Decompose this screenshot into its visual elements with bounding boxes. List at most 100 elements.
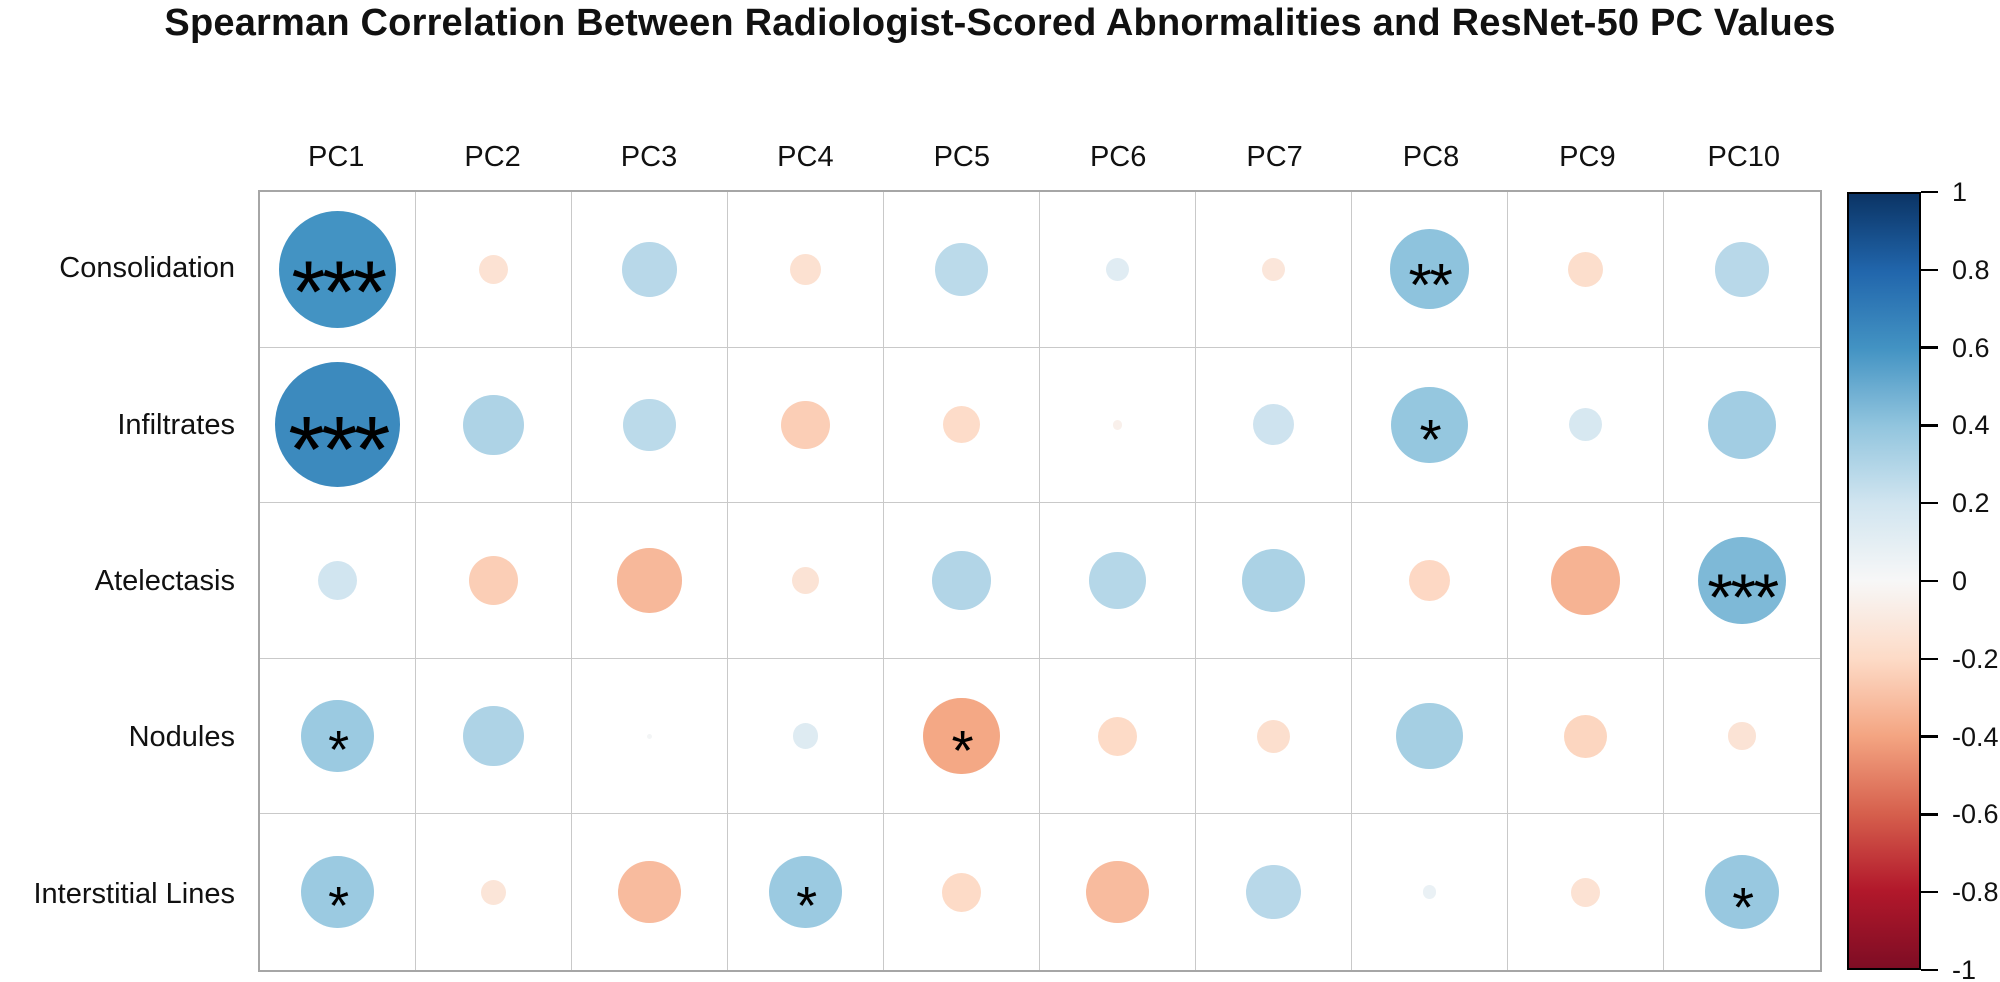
correlation-cell xyxy=(1508,192,1664,348)
correlation-bubble xyxy=(1396,702,1463,770)
column-header-pc10: PC10 xyxy=(1707,141,1781,173)
correlation-cell xyxy=(1196,192,1352,348)
correlation-cell xyxy=(416,347,572,504)
correlation-bubble xyxy=(781,400,830,450)
correlation-cell xyxy=(1508,814,1664,970)
correlation-bubble xyxy=(1551,546,1620,615)
significance-stars: * xyxy=(796,876,817,937)
row-label-interstitial-lines: Interstitial Lines xyxy=(33,877,236,910)
correlation-bubble: ** xyxy=(1389,229,1470,318)
colorbar-tick-label: -0.8 xyxy=(1952,877,1999,908)
colorbar-tick-mark xyxy=(1921,890,1938,894)
correlation-cell xyxy=(1196,347,1352,504)
significance-stars: * xyxy=(328,720,349,781)
row-label-infiltrates: Infiltrates xyxy=(117,408,235,441)
column-header-pc2: PC2 xyxy=(464,141,521,173)
correlation-bubble xyxy=(1570,877,1601,907)
correlation-bubble xyxy=(942,872,981,912)
colorbar-tick-label: 0.4 xyxy=(1952,410,1990,441)
correlation-cell xyxy=(1040,192,1196,348)
correlation-cell xyxy=(1040,814,1196,970)
correlation-bubble: * xyxy=(923,698,1000,783)
correlation-cell: * xyxy=(260,658,416,815)
correlation-bubble xyxy=(623,398,676,452)
colorbar-tick-label: 0.8 xyxy=(1952,254,1990,285)
correlation-cell xyxy=(1196,814,1352,970)
row-label-consolidation: Consolidation xyxy=(59,252,235,285)
colorbar-tick-label: 0.6 xyxy=(1952,332,1990,363)
correlation-bubble: * xyxy=(769,856,842,936)
correlation-bubble xyxy=(791,566,820,595)
correlation-cell: * xyxy=(884,658,1040,815)
correlation-cell xyxy=(1508,347,1664,504)
correlation-cell xyxy=(1508,658,1664,815)
correlation-cell xyxy=(728,192,884,348)
correlation-cell xyxy=(1664,659,1820,815)
significance-stars: * xyxy=(951,718,974,783)
correlation-cell xyxy=(572,347,728,504)
correlation-cell: * xyxy=(1352,347,1508,504)
correlation-bubble: * xyxy=(301,700,374,780)
correlation-cell xyxy=(1196,503,1352,659)
correlation-bubble xyxy=(1112,420,1123,430)
correlation-bubble xyxy=(792,723,819,749)
colorbar-tick-mark xyxy=(1921,424,1938,427)
correlation-bubble xyxy=(1564,714,1607,758)
correlation-cell: ** xyxy=(1352,192,1508,348)
correlation-bubble: * xyxy=(301,856,374,936)
colorbar-tick-label: -0.4 xyxy=(1952,721,1999,752)
correlation-cell xyxy=(1040,347,1196,504)
correlation-cell: * xyxy=(728,814,884,970)
significance-stars: ** xyxy=(1408,251,1453,319)
correlation-cell xyxy=(416,192,572,348)
correlation-cell xyxy=(416,503,572,659)
correlation-cell xyxy=(884,192,1040,348)
correlation-bubble: * xyxy=(1704,855,1780,938)
column-header-pc7: PC7 xyxy=(1246,141,1303,173)
colorbar-tick-mark xyxy=(1921,501,1938,505)
correlation-cell xyxy=(572,814,728,970)
colorbar-tick-mark xyxy=(1921,657,1938,661)
correlation-bubble xyxy=(1089,552,1146,609)
correlation-bubble xyxy=(942,406,981,444)
significance-stars: *** xyxy=(288,396,390,502)
correlation-bubble xyxy=(478,254,509,284)
column-header-pc9: PC9 xyxy=(1559,141,1616,173)
correlation-bubble xyxy=(463,394,524,456)
correlation-bubble xyxy=(1568,408,1603,442)
correlation-bubble xyxy=(1261,257,1286,281)
correlation-bubble: * xyxy=(1391,386,1468,472)
correlation-cell xyxy=(1508,503,1664,659)
significance-stars: * xyxy=(328,876,349,937)
correlation-cell xyxy=(884,814,1040,970)
correlation-cell xyxy=(1352,503,1508,659)
significance-stars: *** xyxy=(291,242,387,342)
colorbar-tick-mark xyxy=(1921,735,1938,738)
correlation-cell xyxy=(1040,658,1196,815)
correlation-bubble xyxy=(318,560,357,600)
correlation-bubble xyxy=(1707,390,1777,460)
column-header-row: PC1 PC2 PC3 PC4 PC5 PC6 PC7 PC8 PC9 PC10 xyxy=(258,136,1822,178)
correlation-bubble xyxy=(647,733,652,739)
correlation-cell xyxy=(1352,658,1508,815)
colorbar-tick-mark xyxy=(1921,813,1938,816)
correlation-bubble xyxy=(1422,885,1437,900)
row-label-nodules: Nodules xyxy=(128,721,235,754)
correlation-bubble xyxy=(1098,716,1137,756)
correlation-bubble xyxy=(935,242,988,296)
significance-stars: * xyxy=(1419,407,1442,472)
row-label-atelectasis: Atelectasis xyxy=(94,565,235,597)
colorbar-tick-mark xyxy=(1921,579,1938,583)
correlation-cell: *** xyxy=(260,192,416,348)
chart-title: Spearman Correlation Between Radiologist… xyxy=(164,2,1836,44)
correlation-bubble xyxy=(480,879,507,905)
colorbar-tick-label: -1 xyxy=(1952,955,1977,982)
correlation-bubble xyxy=(618,861,681,924)
correlation-bubble: *** xyxy=(1698,536,1786,635)
correlation-cell xyxy=(728,658,884,815)
correlation-bubble xyxy=(789,253,822,285)
correlation-bubble xyxy=(1086,861,1149,924)
correlation-bubble xyxy=(1256,719,1291,753)
column-header-pc8: PC8 xyxy=(1402,141,1460,173)
